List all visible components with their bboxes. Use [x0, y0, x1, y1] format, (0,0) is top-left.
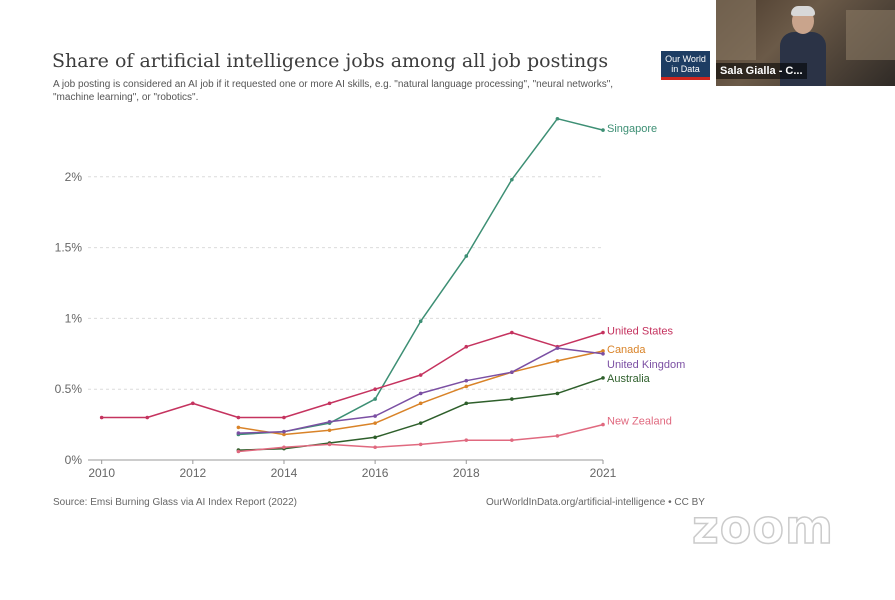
- series-line-singapore: [238, 117, 604, 436]
- data-point-united-kingdom: [418, 391, 423, 396]
- series-label-canada: Canada: [607, 344, 646, 356]
- series-label-united-kingdom: United Kingdom: [607, 359, 685, 371]
- series-line-new-zealand: [238, 423, 604, 453]
- data-point-australia: [601, 376, 605, 380]
- owid-logo[interactable]: Our World in Data: [661, 51, 710, 80]
- data-point-singapore: [464, 254, 469, 258]
- data-point-united-kingdom: [373, 414, 377, 418]
- chart-subtitle: A job posting is considered an AI job if…: [53, 79, 614, 103]
- data-point-canada: [418, 401, 423, 406]
- data-point-united-kingdom: [327, 419, 332, 424]
- x-tick-label: 2021: [590, 466, 617, 480]
- data-point-united-states: [327, 401, 332, 406]
- data-point-canada: [236, 425, 241, 430]
- data-point-new-zealand: [510, 438, 514, 442]
- data-point-canada: [327, 428, 332, 433]
- source-url-link[interactable]: OurWorldInData.org/artificial-intelligen…: [486, 497, 705, 508]
- data-point-canada: [282, 432, 286, 437]
- y-tick-label: 0.5%: [55, 382, 83, 396]
- x-tick-label: 2014: [271, 466, 298, 480]
- data-point-canada: [373, 421, 377, 425]
- logo-line-1: Our World: [665, 54, 706, 64]
- data-point-united-states: [191, 401, 195, 406]
- data-point-singapore: [373, 397, 377, 401]
- data-point-united-kingdom: [464, 378, 469, 383]
- data-point-singapore: [510, 177, 514, 182]
- video-participant-tile[interactable]: [716, 0, 895, 86]
- chart-title: Share of artificial intelligence jobs am…: [52, 50, 609, 72]
- x-tick-label: 2018: [453, 466, 480, 480]
- data-point-united-kingdom: [282, 429, 286, 434]
- data-point-united-states: [282, 415, 286, 420]
- participant-name-label: Sala Gialla - C...: [716, 63, 807, 79]
- zoom-watermark: zoom: [691, 499, 834, 555]
- y-tick-label: 0%: [65, 453, 83, 467]
- data-point-australia: [464, 401, 469, 406]
- data-point-united-states: [236, 415, 241, 420]
- data-point-united-states: [464, 344, 469, 349]
- data-point-united-states: [418, 373, 423, 377]
- series-label-united-states: United States: [607, 326, 674, 338]
- data-point-united-states: [99, 415, 104, 420]
- data-point-united-kingdom: [555, 346, 560, 350]
- data-point-new-zealand: [373, 445, 377, 450]
- x-tick-label: 2012: [179, 466, 206, 480]
- y-tick-label: 1%: [65, 311, 83, 325]
- data-point-australia: [555, 391, 560, 396]
- x-tick-label: 2010: [88, 466, 115, 480]
- data-point-united-kingdom: [601, 352, 605, 356]
- data-point-new-zealand: [555, 434, 560, 438]
- x-tick-label: 2016: [362, 466, 389, 480]
- data-point-canada: [464, 384, 469, 389]
- data-point-singapore: [418, 319, 423, 324]
- data-point-united-states: [510, 330, 514, 335]
- data-point-united-states: [601, 330, 605, 335]
- data-point-canada: [601, 349, 605, 353]
- data-point-united-kingdom: [236, 431, 241, 435]
- series-line-united-kingdom: [238, 347, 604, 434]
- data-point-australia: [373, 435, 377, 440]
- series-label-singapore: Singapore: [607, 123, 657, 135]
- logo-line-2: in Data: [671, 64, 700, 74]
- data-point-new-zealand: [418, 442, 423, 447]
- data-point-united-states: [145, 415, 150, 420]
- data-point-new-zealand: [236, 449, 241, 454]
- data-point-australia: [418, 421, 423, 425]
- data-point-united-kingdom: [510, 370, 514, 375]
- data-point-new-zealand: [601, 422, 605, 427]
- data-point-new-zealand: [327, 442, 332, 447]
- data-point-united-states: [373, 387, 377, 392]
- data-point-singapore: [601, 128, 605, 132]
- source-note: Source: Emsi Burning Glass via AI Index …: [53, 497, 298, 508]
- series-label-australia: Australia: [607, 373, 651, 385]
- data-point-new-zealand: [464, 438, 469, 442]
- data-point-new-zealand: [282, 445, 286, 450]
- data-point-singapore: [555, 116, 560, 121]
- data-point-canada: [555, 359, 560, 363]
- y-tick-label: 2%: [65, 170, 83, 184]
- series-line-united-states: [101, 331, 604, 419]
- data-point-australia: [510, 397, 514, 401]
- y-tick-label: 1.5%: [55, 241, 83, 255]
- series-label-new-zealand: New Zealand: [607, 416, 672, 428]
